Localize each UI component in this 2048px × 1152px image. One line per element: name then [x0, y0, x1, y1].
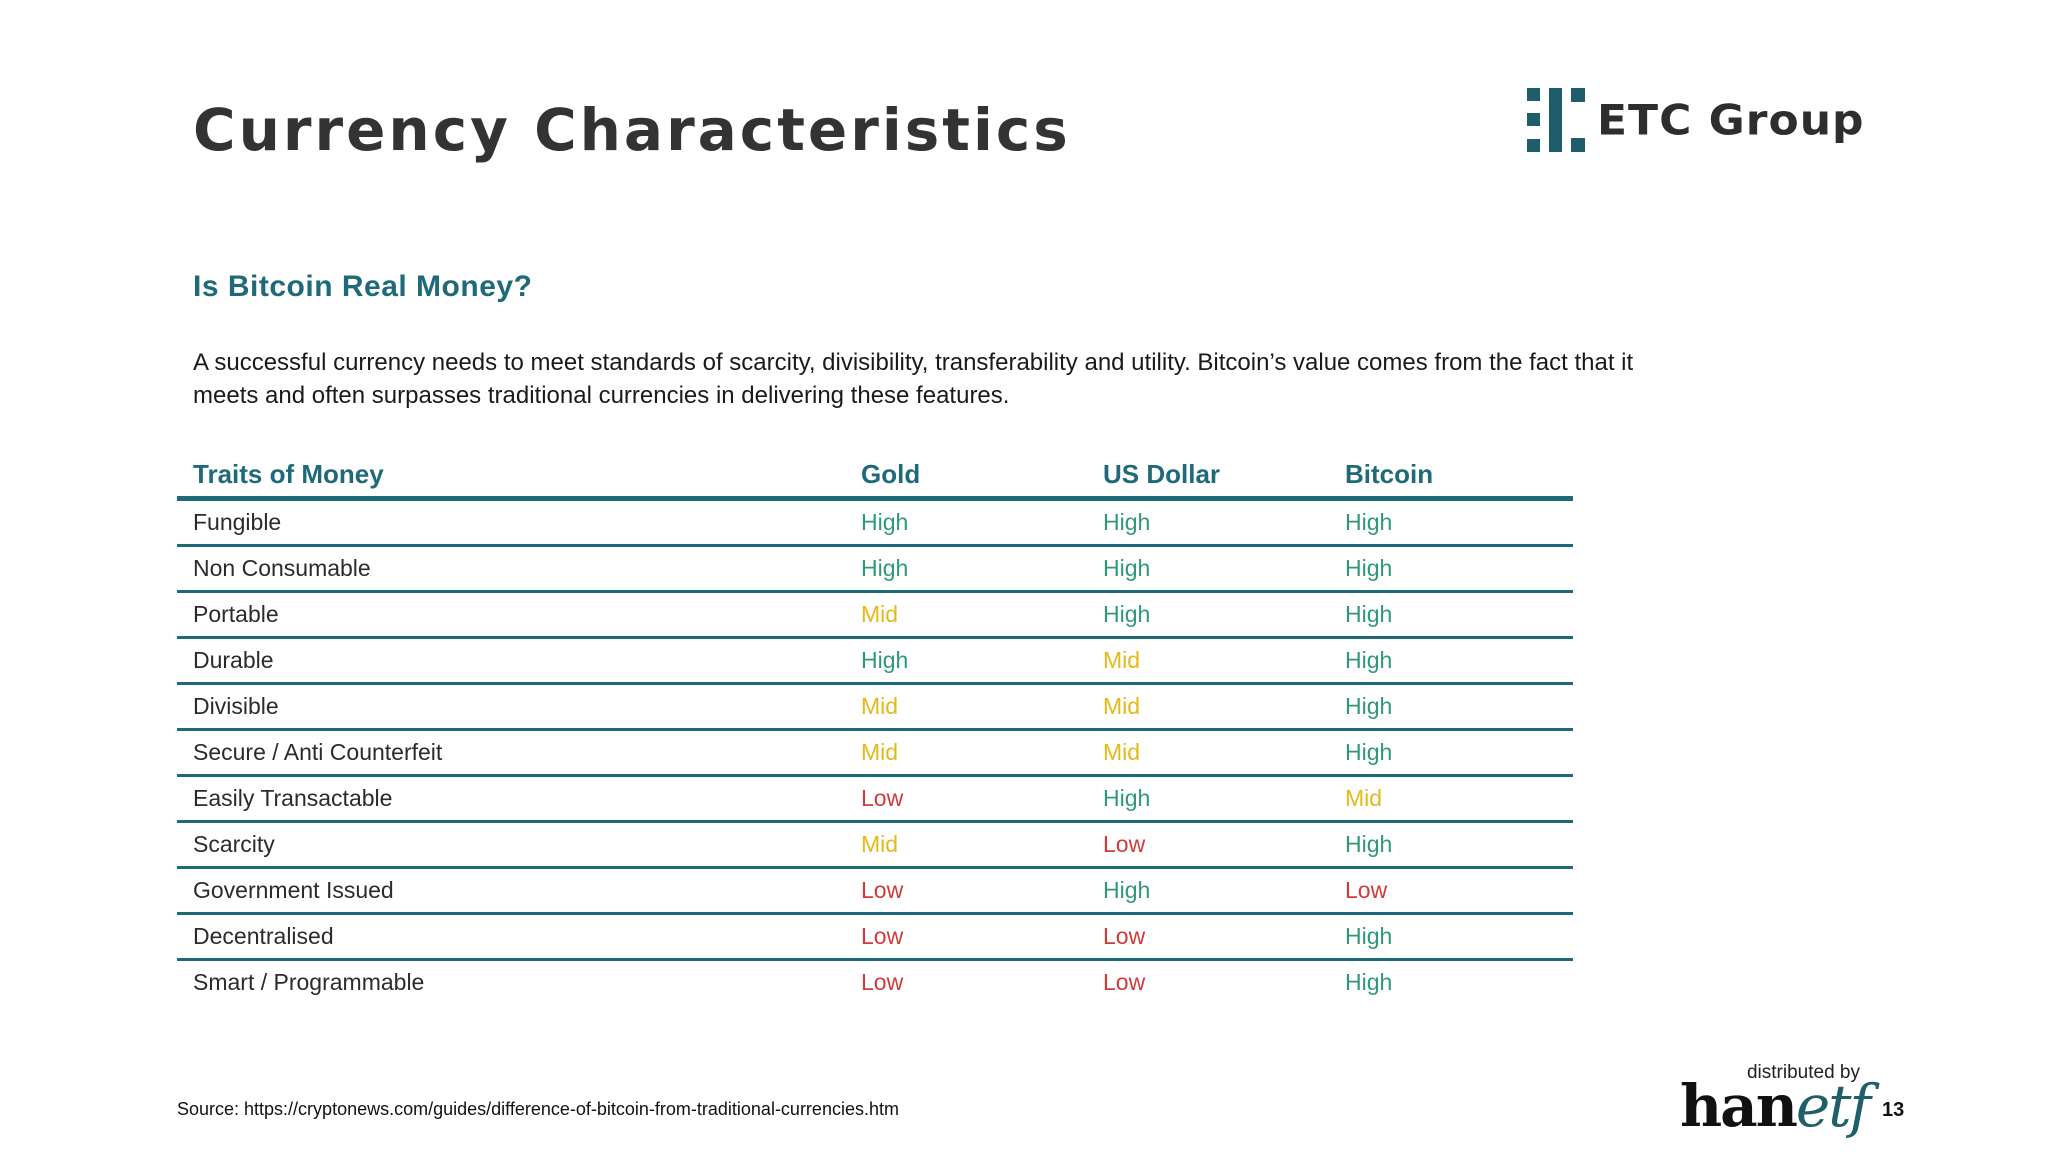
gold-rating: High: [845, 637, 1087, 685]
trait-cell: Scarcity: [177, 821, 845, 869]
trait-cell: Fungible: [177, 498, 845, 547]
column-header-gold: Gold: [845, 452, 1087, 501]
usd-rating: Mid: [1087, 683, 1329, 731]
bitcoin-rating: High: [1329, 729, 1573, 777]
intro-paragraph: A successful currency needs to meet stan…: [193, 349, 1634, 409]
section-subtitle: Is Bitcoin Real Money?: [193, 270, 533, 303]
hanetf-wordmark-etf: etf: [1795, 1072, 1871, 1140]
table-header-row: Traits of Money Gold US Dollar Bitcoin: [177, 452, 1573, 501]
usd-rating: High: [1087, 498, 1329, 547]
traits-table: Traits of Money Gold US Dollar Bitcoin F…: [177, 452, 1573, 1004]
bitcoin-rating: High: [1329, 637, 1573, 685]
table-row: Decentralised Low Low High: [177, 913, 1573, 961]
trait-cell: Decentralised: [177, 913, 845, 961]
table-row: Non Consumable High High High: [177, 545, 1573, 593]
table-row: Scarcity Mid Low High: [177, 821, 1573, 869]
usd-rating: High: [1087, 775, 1329, 823]
gold-rating: Mid: [845, 683, 1087, 731]
usd-rating: Low: [1087, 821, 1329, 869]
source-note: Source: https://cryptonews.com/guides/di…: [177, 1099, 899, 1119]
column-header-bitcoin: Bitcoin: [1329, 452, 1573, 501]
trait-cell: Non Consumable: [177, 545, 845, 593]
hanetf-wordmark-han: han: [1680, 1072, 1798, 1140]
gold-rating: Mid: [845, 821, 1087, 869]
gold-rating: Mid: [845, 591, 1087, 639]
usd-rating: High: [1087, 591, 1329, 639]
table-row: Easily Transactable Low High Mid: [177, 775, 1573, 823]
usd-rating: Mid: [1087, 729, 1329, 777]
table-row: Portable Mid High High: [177, 591, 1573, 639]
gold-rating: High: [845, 545, 1087, 593]
trait-cell: Portable: [177, 591, 845, 639]
etc-group-logo: ETC Group: [1527, 88, 1865, 152]
trait-cell: Divisible: [177, 683, 845, 731]
trait-cell: Smart / Programmable: [193, 969, 425, 995]
gold-rating: Low: [845, 913, 1087, 961]
bitcoin-rating: High: [1329, 498, 1573, 547]
distributed-by-label: distributed by: [1746, 1062, 1860, 1083]
column-header-traits: Traits of Money: [177, 452, 845, 501]
page-title: Currency Characteristics: [193, 96, 1071, 164]
bitcoin-rating: Low: [1329, 867, 1573, 915]
gold-rating: High: [845, 498, 1087, 547]
bitcoin-rating: High: [1329, 913, 1573, 961]
bitcoin-rating: High: [1345, 969, 1393, 995]
logo-text: ETC Group: [1597, 95, 1865, 145]
gold-rating: Low: [845, 775, 1087, 823]
column-header-us-dollar: US Dollar: [1087, 452, 1329, 501]
page-number: 13: [1882, 1099, 1905, 1121]
hanetf-wordmark: hanetf: [1680, 1072, 1871, 1140]
bitcoin-rating: High: [1329, 683, 1573, 731]
gold-rating: Low: [845, 867, 1087, 915]
usd-rating: High: [1087, 867, 1329, 915]
table-row: Secure / Anti Counterfeit Mid Mid High: [177, 729, 1573, 777]
etc-group-logo-icon: [1527, 88, 1593, 152]
table-row: Government Issued Low High Low: [177, 867, 1573, 915]
hanetf-logo: distributed by hanetf: [1680, 1062, 1871, 1142]
table-row: Divisible Mid Mid High: [177, 683, 1573, 731]
table-row: Durable High Mid High: [177, 637, 1573, 685]
gold-rating: Low: [861, 969, 904, 995]
trait-cell: Government Issued: [177, 867, 845, 915]
trait-cell: Easily Transactable: [177, 775, 845, 823]
trait-cell: Secure / Anti Counterfeit: [177, 729, 845, 777]
bitcoin-rating: High: [1329, 545, 1573, 593]
bitcoin-rating: Mid: [1329, 775, 1573, 823]
table-row: Fungible High High High: [177, 498, 1573, 547]
table-row: Smart / Programmable Low Low High: [177, 960, 1573, 1005]
bitcoin-rating: High: [1329, 591, 1573, 639]
usd-rating: Mid: [1087, 637, 1329, 685]
gold-rating: Mid: [845, 729, 1087, 777]
usd-rating: Low: [1103, 969, 1146, 995]
bitcoin-rating: High: [1329, 821, 1573, 869]
usd-rating: High: [1087, 545, 1329, 593]
trait-cell: Durable: [177, 637, 845, 685]
usd-rating: Low: [1087, 913, 1329, 961]
